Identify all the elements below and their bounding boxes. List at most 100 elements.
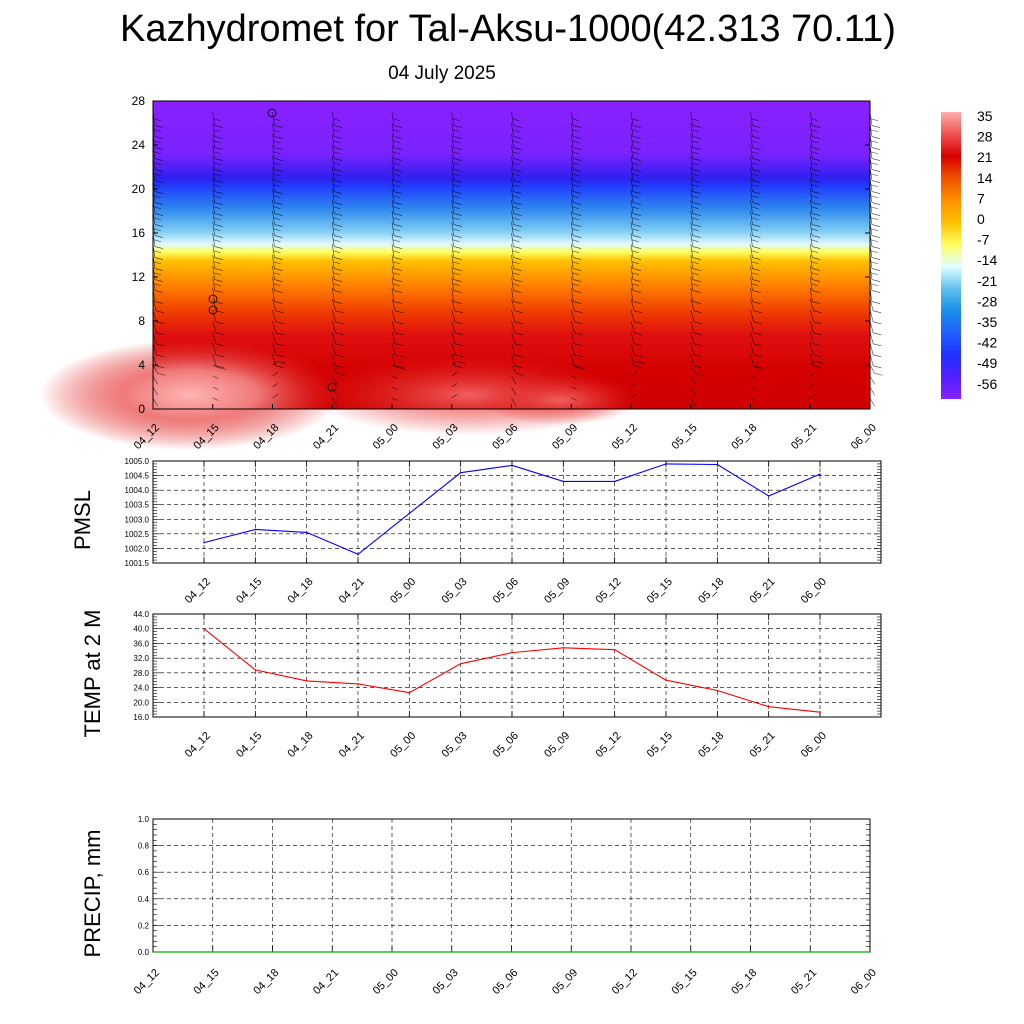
wind-barb: [333, 184, 341, 188]
wind-barb: [573, 158, 582, 161]
wind-barb: [632, 257, 641, 260]
wind-barb: [751, 184, 759, 188]
wind-barbs: [152, 108, 883, 407]
wind-barb: [391, 188, 395, 203]
wind-barb: [809, 188, 813, 203]
data-point: [357, 553, 359, 556]
wind-barb: [511, 342, 516, 355]
data-point: [767, 705, 770, 708]
wind-barb: [453, 279, 462, 282]
wind-barb: [214, 136, 223, 139]
y-tick-label: 1005.0: [125, 457, 150, 466]
wind-barb: [513, 191, 522, 194]
wind-barb: [632, 301, 641, 304]
x-tick-label: 05_06: [491, 576, 521, 606]
wind-barb: [214, 290, 223, 293]
wind-barb: [570, 155, 574, 170]
wind-barb: [630, 353, 635, 366]
wind-barb: [750, 375, 757, 379]
wind-barb: [274, 257, 283, 260]
colorbar: 35 28 21 14 7 0 -7 -14 -21 -28 -35 -42 -49 -56: [941, 108, 997, 399]
wind-barb: [392, 184, 401, 188]
wind-barb: [154, 279, 163, 282]
wind-barb: [214, 213, 223, 216]
wind-barb: [511, 386, 517, 396]
wind-barb: [634, 365, 643, 369]
wind-barb: [691, 228, 699, 232]
wind-barb: [692, 191, 701, 194]
wind-barb: [152, 353, 157, 366]
wind-barb: [451, 199, 454, 214]
wind-barb: [393, 301, 402, 304]
wind-barb: [333, 239, 341, 243]
wind-barb: [870, 250, 879, 254]
wind-barb: [693, 310, 703, 314]
wind-barb: [272, 353, 277, 366]
x-tick-label: 05_15: [670, 422, 700, 452]
wind-barb: [690, 287, 693, 302]
wind-barb: [274, 235, 283, 238]
wind-barb: [277, 360, 286, 364]
wind-barb: [275, 332, 284, 336]
wind-barb: [154, 268, 163, 271]
wind-barb: [514, 321, 523, 325]
wind-barb: [512, 140, 520, 144]
data-point: [613, 648, 616, 651]
y-tick-label: 20: [132, 182, 146, 196]
wind-barb: [573, 279, 582, 282]
wind-barb: [572, 118, 580, 122]
wind-barb: [513, 147, 522, 150]
wind-barb: [750, 386, 757, 390]
wind-barb: [813, 354, 822, 358]
wind-barb: [213, 140, 221, 144]
wind-barb: [690, 155, 693, 170]
wind-barb: [692, 202, 701, 205]
y-tick-label: 1004.5: [125, 472, 150, 481]
wind-barb: [752, 202, 761, 205]
wind-barb: [215, 343, 225, 347]
y-axis-title: PRECIP, mm: [80, 830, 105, 958]
wind-barb: [750, 342, 755, 355]
wind-barb: [275, 343, 284, 347]
wind-barb: [335, 321, 344, 325]
wind-barb: [631, 239, 640, 243]
wind-barb: [691, 173, 699, 177]
wind-barb: [391, 298, 396, 311]
wind-barb: [453, 268, 462, 271]
wind-barb: [391, 166, 395, 181]
wind-barb: [454, 332, 464, 336]
wind-barb: [212, 199, 215, 214]
wind-barb: [692, 158, 701, 161]
wind-barb: [152, 342, 157, 355]
wind-barb: [570, 309, 575, 322]
wind-barb: [692, 290, 701, 293]
wind-barb: [693, 332, 703, 336]
wind-barb: [213, 184, 221, 188]
wind-barb: [570, 133, 574, 148]
wind-barb: [752, 169, 761, 172]
wind-barb: [214, 125, 223, 128]
wind-barb: [753, 365, 762, 369]
wind-barb: [395, 365, 404, 369]
wind-barb: [751, 283, 759, 287]
wind-barb: [870, 151, 879, 155]
wind-barb: [571, 386, 577, 390]
wind-barb: [691, 283, 699, 287]
wind-barb: [212, 320, 217, 333]
wind-barb: [393, 180, 402, 183]
wind-barb: [871, 290, 880, 293]
wind-barb: [391, 221, 395, 236]
wind-barb: [632, 158, 641, 161]
wind-barb: [512, 250, 520, 254]
colorbar-label: -14: [977, 252, 997, 268]
wind-barb: [274, 246, 283, 249]
wind-barb: [452, 173, 460, 177]
wind-barb: [391, 122, 395, 137]
wind-barb: [871, 268, 880, 271]
wind-barb: [333, 151, 341, 155]
wind-barb: [513, 224, 522, 227]
wind-barb: [272, 309, 277, 322]
wind-barb: [572, 250, 580, 254]
wind-barb: [632, 279, 641, 282]
wind-barb: [811, 239, 819, 243]
